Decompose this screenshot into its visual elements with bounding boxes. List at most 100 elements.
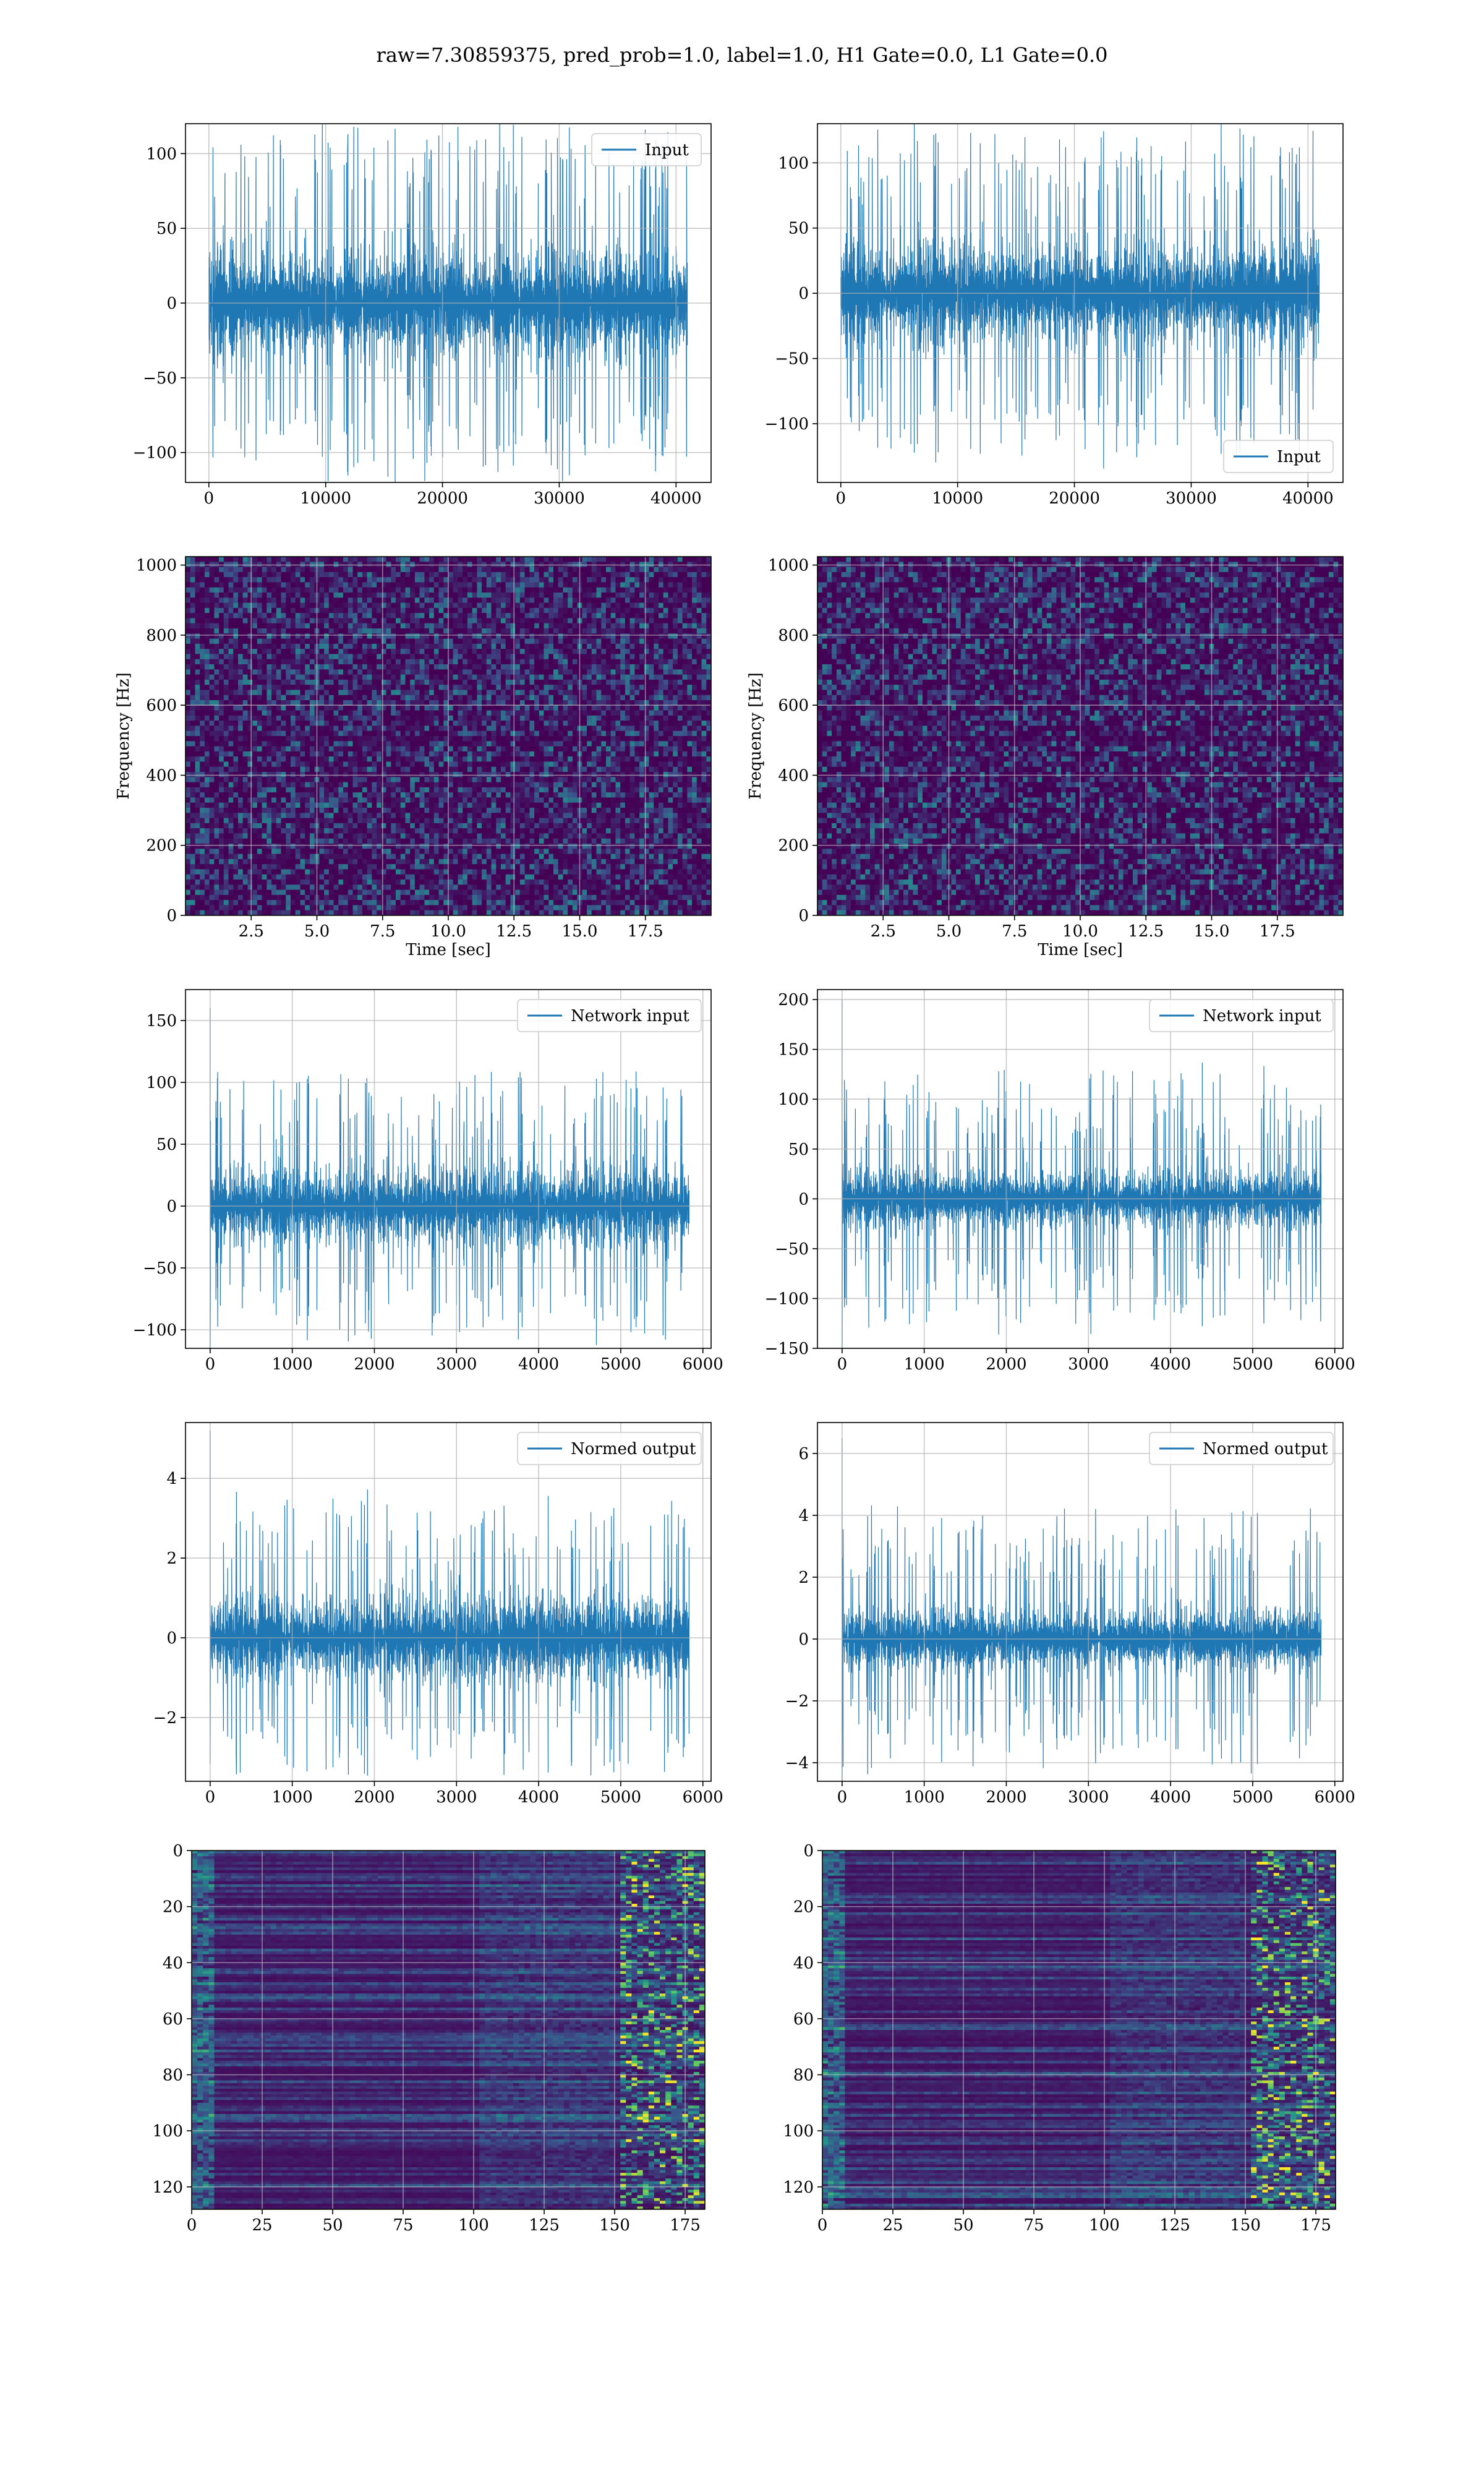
- spectrogram-cell: [396, 833, 401, 839]
- spectrogram-cell: [414, 889, 420, 896]
- spectrogram-cell: [438, 643, 444, 649]
- spectrogram-cell: [238, 567, 244, 573]
- spectrogram-cell: [505, 761, 511, 768]
- spectrogram-cell: [200, 828, 205, 834]
- spectrogram-cell: [300, 889, 305, 896]
- spectrogram-cell: [510, 782, 516, 788]
- spectrogram-cell: [186, 761, 191, 768]
- spectrogram-cell: [319, 721, 325, 726]
- spectrogram-cell: [410, 844, 416, 849]
- spectrogram-cell: [410, 679, 416, 685]
- spectrogram-cell: [463, 557, 468, 562]
- spectrogram-cell: [381, 593, 387, 598]
- spectrogram-cell: [338, 808, 344, 813]
- spectrogram-cell: [367, 838, 372, 844]
- spectrogram-cell: [472, 690, 477, 696]
- spectrogram-cell: [381, 587, 387, 593]
- spectrogram-cell: [267, 633, 272, 640]
- spectrogram-cell: [352, 844, 358, 849]
- spectrogram-cell: [377, 638, 382, 644]
- spectrogram-cell: [257, 607, 263, 614]
- spectrogram-cell: [429, 838, 435, 844]
- spectrogram-cell: [381, 730, 387, 737]
- spectrogram-cell: [195, 905, 200, 911]
- spectrogram-cell: [276, 746, 282, 752]
- spectrogram-cell: [491, 659, 497, 665]
- spectrogram-cell: [219, 715, 224, 721]
- spectrogram-cell: [247, 571, 253, 578]
- spectrogram-cell: [477, 751, 482, 757]
- spectrogram-cell: [300, 869, 305, 875]
- spectrogram-cell: [391, 649, 396, 654]
- spectrogram-cell: [214, 638, 220, 644]
- spectrogram-cell: [252, 710, 258, 716]
- spectrogram-cell: [319, 900, 325, 905]
- spectrogram-cell: [505, 705, 511, 711]
- spectrogram-cell: [419, 849, 425, 855]
- spectrogram-cell: [438, 562, 444, 568]
- spectrogram-cell: [190, 905, 195, 911]
- spectrogram-cell: [348, 710, 353, 716]
- spectrogram-cell: [209, 587, 215, 593]
- spectrogram-cell: [510, 705, 516, 711]
- spectrogram-cell: [204, 613, 210, 618]
- spectrogram-cell: [400, 623, 406, 629]
- spectrogram-cell: [472, 638, 477, 644]
- spectrogram-cell: [391, 679, 396, 685]
- spectrogram-cell: [472, 587, 477, 593]
- spectrogram-cell: [405, 813, 411, 819]
- spectrogram-cell: [200, 761, 205, 768]
- spectrogram-cell: [482, 787, 487, 793]
- h1-spectrogram-subplot: 2.5 5.0 7.5 10.0 12.5 15.0 17.5020040060080010…: [114, 556, 712, 959]
- spectrogram-cell: [367, 849, 372, 855]
- spectrogram-cell: [348, 577, 353, 583]
- spectrogram-cell: [343, 649, 349, 654]
- spectrogram-cell: [209, 685, 215, 690]
- spectrogram-cell: [214, 838, 220, 844]
- spectrogram-cell: [472, 808, 477, 813]
- spectrogram-cell: [295, 628, 301, 634]
- spectrogram-cell: [295, 685, 301, 690]
- spectrogram-cell: [510, 613, 516, 618]
- spectrogram-cell: [190, 844, 195, 849]
- spectrogram-cell: [186, 726, 191, 732]
- spectrogram-cell: [510, 582, 516, 588]
- spectrogram-cell: [343, 787, 349, 793]
- spectrogram-cell: [410, 823, 416, 829]
- spectrogram-cell: [367, 802, 372, 808]
- spectrogram-cell: [486, 685, 492, 690]
- spectrogram-cell: [281, 823, 286, 829]
- spectrogram-cell: [419, 787, 425, 793]
- spectrogram-cell: [281, 659, 286, 665]
- spectrogram-cell: [233, 751, 239, 757]
- spectrogram-cell: [367, 766, 372, 773]
- spectrogram-cell: [448, 587, 454, 593]
- spectrogram-cell: [319, 792, 325, 798]
- spectrogram-cell: [477, 726, 482, 732]
- spectrogram-cell: [233, 685, 239, 690]
- spectrogram-cell: [286, 571, 291, 578]
- spectrogram-cell: [510, 571, 516, 578]
- spectrogram-cell: [419, 808, 425, 813]
- spectrogram-cell: [367, 582, 372, 588]
- spectrogram-cell: [396, 736, 401, 742]
- spectrogram-cell: [214, 777, 220, 783]
- spectrogram-cell: [281, 593, 286, 598]
- spectrogram-cell: [453, 602, 458, 609]
- spectrogram-cell: [262, 613, 267, 618]
- spectrogram-cell: [510, 823, 516, 829]
- spectrogram-cell: [381, 894, 387, 901]
- spectrogram-cell: [510, 787, 516, 793]
- spectrogram-cell: [338, 905, 344, 911]
- spectrogram-cell: [467, 838, 473, 844]
- spectrogram-cell: [204, 730, 210, 737]
- spectrogram-cell: [291, 894, 296, 901]
- spectrogram-cell: [424, 910, 430, 915]
- spectrogram-cell: [448, 602, 454, 609]
- spectrogram-cell: [448, 766, 454, 773]
- spectrogram-cell: [515, 736, 521, 742]
- spectrogram-cell: [195, 557, 200, 562]
- spectrogram-cell: [286, 751, 291, 757]
- spectrogram-cell: [219, 730, 224, 737]
- spectrogram-cell: [295, 654, 301, 660]
